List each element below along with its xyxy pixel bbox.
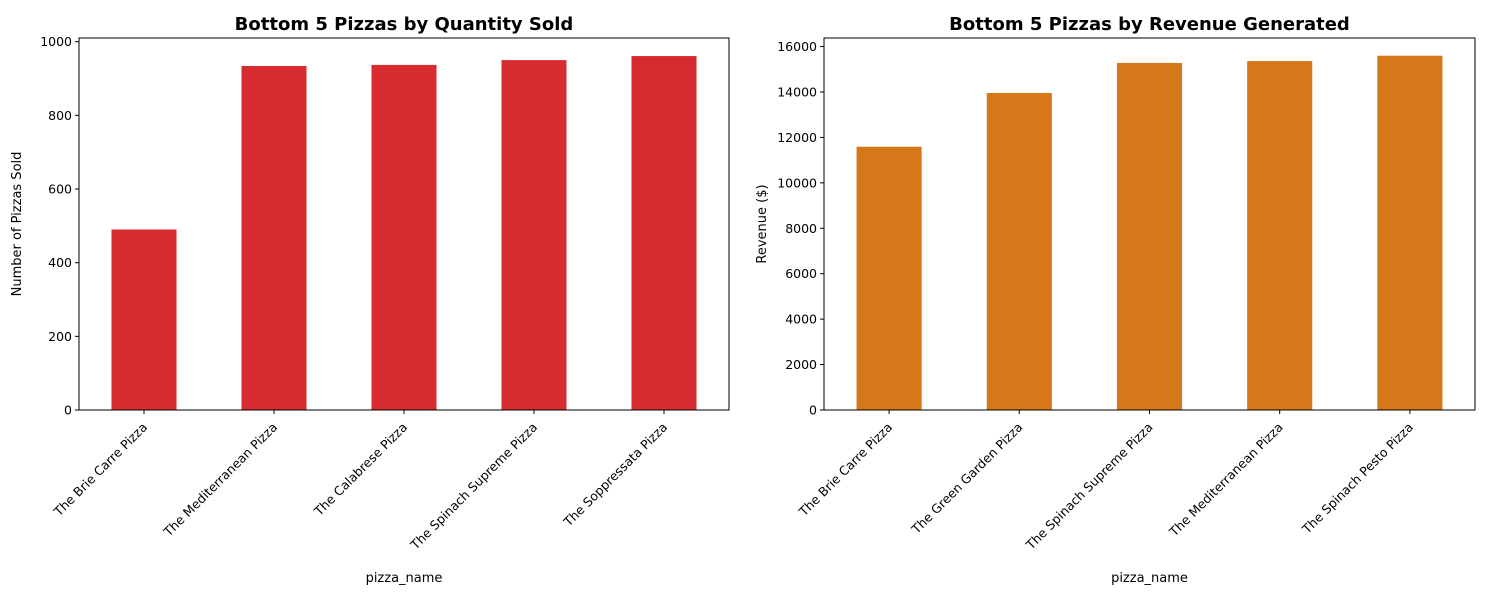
bar: [856, 146, 922, 410]
quantity-chart: Bottom 5 Pizzas by Quantity Sold pizza_n…: [10, 14, 730, 586]
x-axis-label: pizza_name: [366, 571, 443, 586]
bar: [1377, 55, 1443, 410]
bars: [856, 55, 1443, 411]
y-tick-label: 0: [64, 403, 72, 418]
bar: [111, 229, 177, 410]
y-tick-label: 400: [48, 255, 72, 270]
bar: [371, 64, 437, 410]
x-tick-label: The Mediterranean Pizza: [1166, 420, 1286, 540]
y-tick-label: 16000: [777, 39, 817, 54]
bar: [1116, 62, 1183, 411]
y-tick-label: 800: [48, 108, 72, 123]
plot-frame: [823, 37, 1476, 411]
bars: [111, 56, 697, 411]
x-tick-label: The Soppressata Pizza: [560, 420, 670, 530]
y-tick-label: 10000: [777, 175, 817, 190]
x-tick-label: The Spinach Supreme Pizza: [1022, 420, 1155, 553]
bar: [241, 65, 307, 411]
y-tick-label: 14000: [777, 84, 817, 99]
y-tick-label: 4000: [785, 312, 817, 327]
x-axis-label: pizza_name: [1111, 571, 1188, 586]
bar: [986, 92, 1052, 410]
x-ticks: The Brie Carre Pizza The Mediterranean Pi…: [50, 410, 670, 553]
y-ticks: 0 2000 4000 6000 8000 10000 12000 14000 16000: [777, 39, 824, 418]
y-tick-label: 6000: [785, 266, 817, 281]
x-tick-label: The Spinach Pesto Pizza: [1298, 420, 1416, 538]
y-ticks: 0 200 400 600 800 1000: [40, 34, 79, 418]
x-ticks: The Brie Carre Pizza The Green Garden Piz…: [795, 410, 1416, 553]
x-tick-label: The Brie Carre Pizza: [50, 420, 150, 520]
revenue-chart: Bottom 5 Pizzas by Revenue Generated piz…: [755, 14, 1476, 586]
x-tick-label: The Spinach Supreme Pizza: [407, 420, 540, 553]
x-tick-label: The Brie Carre Pizza: [795, 420, 895, 520]
plot-frame: [78, 37, 730, 411]
y-tick-label: 0: [809, 403, 817, 418]
y-tick-label: 8000: [785, 221, 817, 236]
y-axis-label: Revenue ($): [755, 184, 770, 263]
bar: [631, 56, 697, 411]
y-tick-label: 200: [48, 329, 72, 344]
chart-title: Bottom 5 Pizzas by Revenue Generated: [949, 14, 1350, 35]
y-axis-label: Number of Pizzas Sold: [10, 152, 25, 297]
bar: [501, 60, 567, 411]
x-tick-label: The Green Garden Pizza: [908, 420, 1026, 538]
y-tick-label: 2000: [785, 357, 817, 372]
y-tick-label: 12000: [777, 130, 817, 145]
x-tick-label: The Calabrese Pizza: [310, 420, 410, 520]
y-tick-label: 1000: [40, 34, 72, 49]
chart-title: Bottom 5 Pizzas by Quantity Sold: [235, 14, 574, 35]
bar: [1247, 61, 1313, 411]
y-tick-label: 600: [48, 182, 72, 197]
x-tick-label: The Mediterranean Pizza: [160, 420, 280, 540]
